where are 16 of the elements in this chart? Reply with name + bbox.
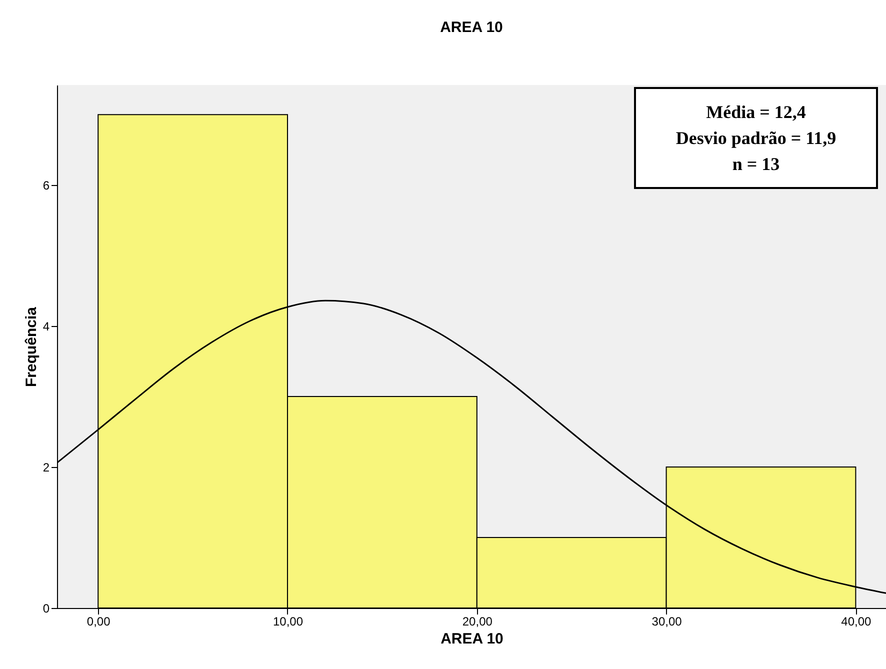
annotation: n = 13 bbox=[731, 153, 781, 176]
x-axis-title: AREA 10 bbox=[440, 630, 504, 648]
chart-title: AREA 10 bbox=[440, 19, 503, 36]
x-tick-label: 40,00 bbox=[841, 614, 872, 628]
y-tick-label: 0 bbox=[42, 602, 50, 616]
annotation: Desvio padrão = 11,9 bbox=[674, 127, 838, 150]
note-box: Média = 12,4 Desvio padrão = 11,9 n = 13 bbox=[634, 87, 878, 189]
y-tick-label: 6 bbox=[42, 178, 50, 193]
annotation: Média = 12,4 bbox=[705, 101, 807, 124]
y-axis-title: Frequência bbox=[22, 306, 40, 388]
x-tick-label: 20,00 bbox=[462, 614, 493, 628]
x-tick-label: 0,00 bbox=[86, 614, 111, 628]
x-tick-label: 10,00 bbox=[272, 614, 304, 628]
y-tick-label: 2 bbox=[42, 460, 50, 475]
x-tick-label: 30,00 bbox=[652, 614, 682, 628]
y-tick-label: 4 bbox=[42, 320, 50, 334]
